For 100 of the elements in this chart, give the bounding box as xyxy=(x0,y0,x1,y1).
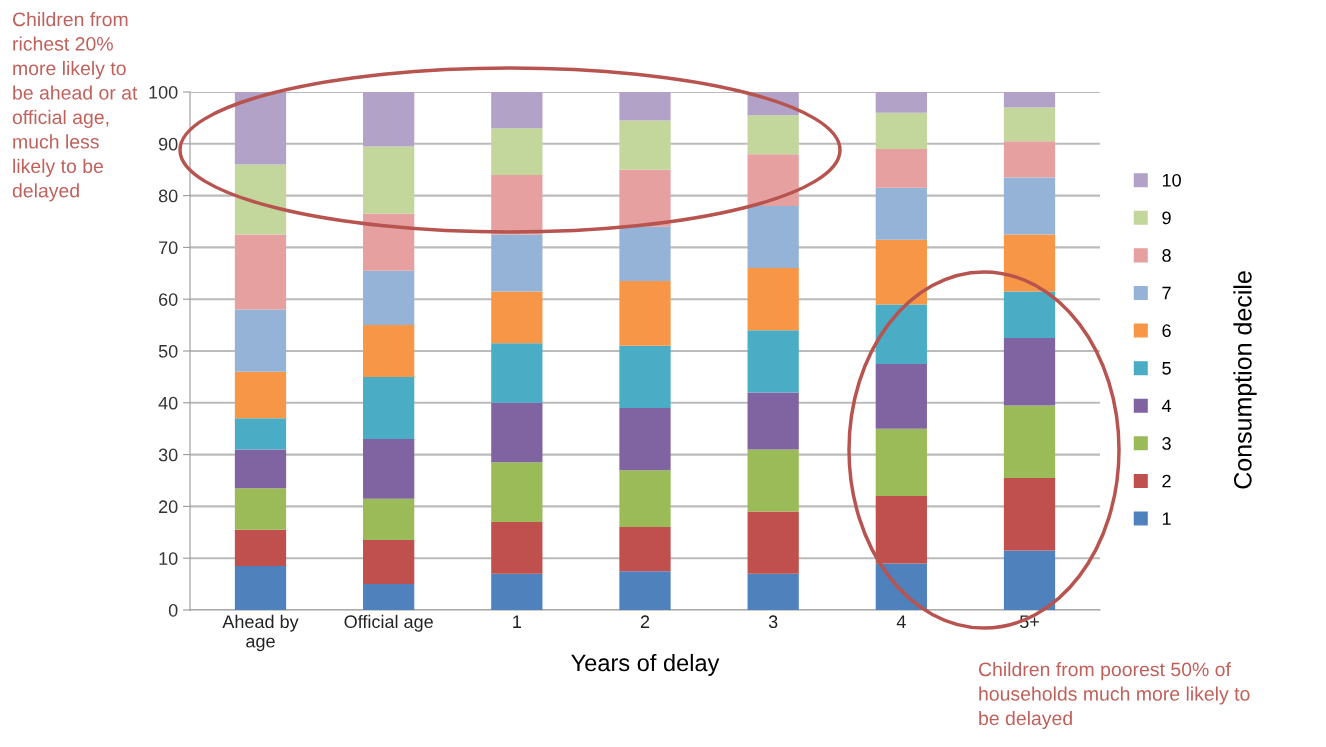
bar xyxy=(1003,107,1056,142)
bar xyxy=(234,449,287,489)
x-tick-label: 2 xyxy=(640,615,650,628)
bar xyxy=(1003,291,1056,339)
y-tick-label: 70 xyxy=(159,241,178,255)
bar xyxy=(234,529,287,566)
y-tick-label: 10 xyxy=(159,552,178,565)
bar xyxy=(619,407,671,471)
bar xyxy=(1003,338,1056,406)
bar xyxy=(1003,141,1056,178)
bar xyxy=(619,92,671,121)
bar xyxy=(1003,550,1056,610)
bar xyxy=(619,281,671,346)
bar xyxy=(491,92,543,129)
bar xyxy=(875,304,927,364)
bar xyxy=(363,584,415,610)
bar xyxy=(491,402,543,463)
legend-label: 10 xyxy=(1162,173,1181,187)
bar xyxy=(491,174,543,235)
bar xyxy=(363,325,415,377)
bar xyxy=(747,392,799,450)
bar xyxy=(491,521,543,574)
legend-label: 1 xyxy=(1162,512,1171,525)
bar xyxy=(619,527,671,572)
bar xyxy=(875,92,927,113)
bar xyxy=(619,345,671,408)
bar xyxy=(875,363,927,429)
legend-label: 6 xyxy=(1162,324,1171,338)
bar xyxy=(875,563,927,610)
bar xyxy=(234,164,287,235)
y-tick-label: 0 xyxy=(168,603,178,617)
legend-label: 5 xyxy=(1162,362,1171,375)
legend-label: 8 xyxy=(1162,249,1171,262)
bar xyxy=(363,376,415,440)
y-tick-label: 80 xyxy=(158,189,178,203)
bar xyxy=(747,115,799,155)
bar xyxy=(747,268,799,331)
y-tick-label: 60 xyxy=(159,293,178,306)
text: Children from richest 20% more likely to be ahead or at official age, much less likely to be delayed xyxy=(12,12,138,202)
bar xyxy=(1003,405,1056,478)
y-tick-label: 30 xyxy=(158,448,178,462)
x-tick-label: 3 xyxy=(768,615,778,629)
bar xyxy=(491,343,543,403)
bar xyxy=(491,291,543,344)
x-tick-label: Official age xyxy=(344,614,433,632)
bar xyxy=(619,226,671,282)
bar xyxy=(363,439,415,499)
legend-label: 3 xyxy=(1162,437,1171,450)
bar xyxy=(234,92,287,165)
bar xyxy=(234,488,287,530)
bar xyxy=(1003,177,1056,235)
bar xyxy=(363,540,415,585)
bar xyxy=(1003,234,1056,292)
legend-label: 9 xyxy=(1162,211,1171,225)
bar xyxy=(747,154,799,206)
y-tick-label: 50 xyxy=(158,344,178,358)
bar xyxy=(747,573,799,610)
bar xyxy=(747,511,799,574)
y-tick-label: 20 xyxy=(159,500,178,514)
bar xyxy=(619,169,671,227)
bar xyxy=(363,213,415,271)
bar xyxy=(363,146,415,214)
bar xyxy=(1003,477,1056,551)
bar xyxy=(363,270,415,326)
x-tick-label: Ahead by age xyxy=(222,614,299,652)
y-tick-label: 40 xyxy=(158,396,178,410)
bar xyxy=(875,148,927,188)
legend-label: 2 xyxy=(1162,474,1171,488)
bar xyxy=(234,418,287,450)
bar xyxy=(875,239,927,305)
x-tick-label: 4 xyxy=(896,615,906,628)
bar xyxy=(747,449,799,512)
bar xyxy=(491,462,543,522)
legend-title: Consumption decile xyxy=(1233,271,1257,489)
bar xyxy=(491,128,543,175)
y-tick-label: 100 xyxy=(149,85,178,99)
bar xyxy=(1003,92,1056,108)
legend-label: 7 xyxy=(1162,286,1171,300)
bar xyxy=(747,205,799,269)
bar xyxy=(234,234,287,310)
y-tick-label: 90 xyxy=(158,137,178,151)
bar xyxy=(234,371,287,419)
legend-label: 4 xyxy=(1161,399,1172,413)
bar xyxy=(619,470,671,528)
bar xyxy=(875,428,927,497)
x-tick-label: 1 xyxy=(513,615,521,628)
bar xyxy=(234,565,287,610)
bar xyxy=(619,120,671,170)
bar xyxy=(875,496,927,564)
bar xyxy=(491,234,543,292)
x-axis-title: Years of delay xyxy=(571,653,720,676)
bar xyxy=(363,92,415,147)
bar xyxy=(234,309,287,372)
bar xyxy=(363,498,415,541)
bar xyxy=(619,571,671,610)
text: Children from poorest 50% of households much more likely to be delayed xyxy=(978,662,1250,730)
bar xyxy=(875,112,927,149)
bar xyxy=(875,187,927,240)
bar xyxy=(747,330,799,393)
bar xyxy=(491,573,543,610)
